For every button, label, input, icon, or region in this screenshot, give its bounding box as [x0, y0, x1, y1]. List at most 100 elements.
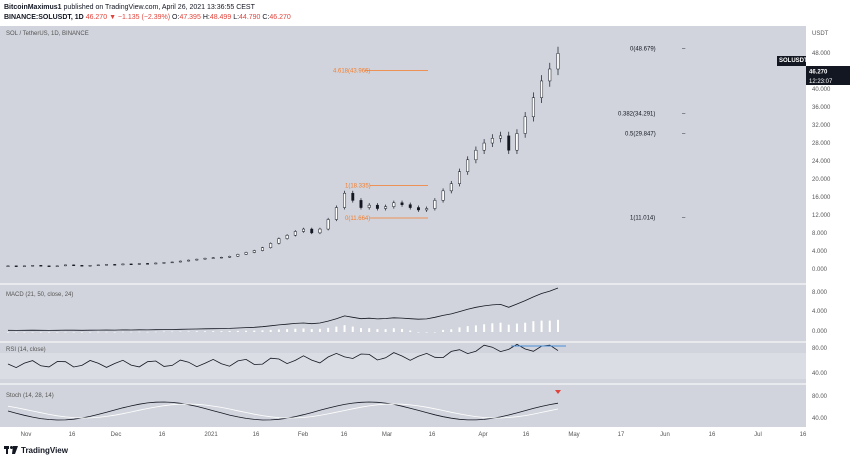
- macd-bar: [540, 320, 543, 332]
- close-value: 46.270: [269, 14, 291, 21]
- price-axis[interactable]: USDT 0.000 4.000 8.000 12.000 16.000 20.…: [806, 26, 850, 440]
- macd-bar: [39, 332, 42, 333]
- time-tick-label: 16: [341, 432, 348, 438]
- macd-bar: [121, 331, 124, 333]
- macd-bar: [31, 331, 34, 333]
- macd-bar: [417, 332, 420, 333]
- time-tick-label: 16: [429, 432, 436, 438]
- candle-body: [441, 190, 445, 201]
- tradingview-logo[interactable]: TradingView: [4, 446, 68, 455]
- candle-body: [170, 261, 174, 264]
- macd-bar: [80, 332, 83, 333]
- candle-body: [384, 206, 388, 209]
- time-axis[interactable]: Nov 16 Dec 16 2021 16 Feb 16 Mar 16 Apr 16 May 17 Jun 1…: [0, 427, 850, 440]
- candle-body: [433, 200, 437, 209]
- candle-body: [310, 228, 314, 234]
- candle-body: [22, 265, 26, 267]
- candle-body: [367, 204, 371, 208]
- price-tag-time-box: [806, 76, 850, 85]
- macd-bar: [343, 325, 346, 332]
- macd-bar: [105, 331, 108, 333]
- price-tag-box: [806, 66, 850, 76]
- macd-line: [7, 287, 559, 331]
- stoch-pane: Stoch (14, 28, 14): [6, 390, 561, 421]
- candle-body: [72, 264, 76, 266]
- macd-bar: [318, 328, 321, 332]
- tradingview-logo-icon: [4, 446, 18, 454]
- macd-tick-4: 4.000: [812, 309, 828, 315]
- fib-05-tick: –: [682, 132, 686, 138]
- candle-body: [400, 202, 404, 205]
- candle-body: [129, 263, 133, 265]
- time-tick-label: Nov: [21, 432, 32, 438]
- chart-header: BitcoinMaximus1 published on TradingView…: [0, 0, 850, 26]
- candle-body: [425, 208, 429, 211]
- stoch-tick-80: 80.00: [812, 394, 828, 400]
- macd-tick-8: 8.000: [812, 290, 828, 296]
- publish-info: BitcoinMaximus1 published on TradingView…: [4, 3, 255, 12]
- time-tick-label: 17: [618, 432, 625, 438]
- chart-svg[interactable]: SOL / TetherUS, 1D, BINANCE 4.618(43.966…: [0, 26, 806, 440]
- price-tag-time: 12:23:07: [809, 79, 833, 85]
- candle-body: [507, 135, 511, 151]
- macd-bar: [524, 322, 527, 332]
- candle-body: [228, 256, 232, 258]
- last-price: 46.270: [85, 14, 108, 21]
- price-tick-4: 4.000: [812, 249, 828, 255]
- candle-body: [277, 238, 281, 244]
- rsi-pane: RSI (14, close): [0, 343, 806, 379]
- macd-bar: [392, 328, 395, 332]
- macd-bar: [327, 327, 330, 332]
- candle-body: [326, 219, 330, 230]
- rsi-line: [7, 343, 559, 369]
- change-value: ▼ −1.135 (−2.39%): [109, 14, 171, 21]
- macd-bar: [458, 327, 461, 332]
- macd-bar: [162, 331, 165, 333]
- fib-05-label: 0.5(29.847): [625, 132, 656, 138]
- candle-body: [6, 265, 10, 267]
- time-tick-label: 16: [800, 432, 807, 438]
- price-tick-24: 24.000: [812, 159, 831, 165]
- chart-area[interactable]: SOL / TetherUS, 1D, BINANCE 4.618(43.966…: [0, 26, 806, 440]
- macd-bar: [384, 329, 387, 332]
- symbol-tag: SOLUSDT: [777, 56, 808, 66]
- author-name[interactable]: BitcoinMaximus1: [4, 4, 62, 11]
- candle-body: [261, 247, 264, 251]
- price-tag-value: 46.270: [809, 70, 828, 76]
- macd-bar: [212, 331, 215, 332]
- candle-body: [482, 142, 486, 151]
- candle-body: [515, 133, 519, 151]
- macd-bar: [548, 320, 551, 332]
- time-tick-label: 16: [253, 432, 260, 438]
- macd-bar: [277, 329, 280, 332]
- macd-bar: [113, 331, 116, 333]
- candle-body: [458, 171, 461, 184]
- main-price-pane: SOL / TetherUS, 1D, BINANCE 4.618(43.966…: [6, 31, 686, 267]
- macd-bar: [97, 331, 100, 333]
- fib-small-1-label: 1(18.335): [345, 184, 371, 190]
- stoch-d-line: [7, 403, 559, 419]
- candle-body: [162, 262, 166, 264]
- close-label: C:: [262, 14, 270, 21]
- candle-body: [375, 204, 379, 209]
- macd-bar: [515, 323, 518, 332]
- candle-body: [359, 200, 363, 208]
- macd-bar: [474, 325, 477, 332]
- time-tick-label: 16: [523, 432, 530, 438]
- candle-body: [96, 264, 100, 266]
- time-tick-label: Jul: [754, 432, 762, 438]
- candle-body: [236, 254, 240, 257]
- macd-bar: [228, 331, 231, 332]
- macd-bar: [146, 331, 149, 333]
- price-tick-48: 48.000: [812, 51, 831, 57]
- candle-body: [269, 243, 273, 248]
- candle-body: [195, 258, 199, 261]
- candle-body: [105, 264, 108, 266]
- price-tick-16: 16.000: [812, 195, 831, 201]
- macd-bar: [532, 321, 535, 332]
- candle-series: [6, 46, 560, 267]
- price-tick-36: 36.000: [812, 105, 831, 111]
- candle-body: [408, 204, 412, 208]
- candle-body: [211, 257, 215, 259]
- candle-body: [244, 252, 248, 255]
